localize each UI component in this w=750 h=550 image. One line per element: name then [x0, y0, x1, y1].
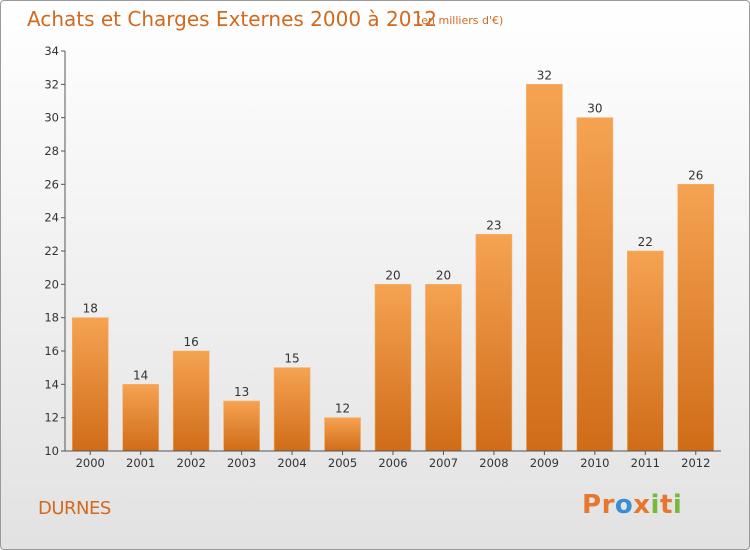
chart-title: Achats et Charges Externes 2000 à 2012 [27, 7, 437, 31]
x-tick-label: 2000 [76, 456, 105, 470]
bar-value-label: 18 [83, 302, 98, 316]
bar-2002 [172, 350, 210, 452]
bar-value-label: 30 [587, 102, 602, 116]
bars-group: 18 14 16 13 15 12 20 20 23 32 30 22 26 [71, 68, 715, 452]
x-tick-label: 2002 [177, 456, 206, 470]
bar-2012 [677, 184, 715, 452]
logo-letter: i [650, 490, 660, 520]
x-tick-label: 2003 [227, 456, 256, 470]
x-tick-label: 2012 [681, 456, 710, 470]
bar-value-label: 23 [486, 218, 501, 232]
x-axis: 2000 2001 2002 2003 2004 2005 2006 2007 2008 2009… [65, 450, 721, 470]
logo-letter: x [633, 490, 651, 520]
logo-letter: t [659, 490, 673, 520]
y-tick-label: 12 [44, 411, 59, 425]
bar-value-label: 16 [184, 335, 199, 349]
logo-letter: i [672, 490, 683, 520]
bar-value-label: 13 [234, 385, 249, 399]
x-tick-label: 2001 [126, 456, 155, 470]
logo-letter: o [614, 490, 634, 520]
y-tick-label: 30 [44, 111, 59, 125]
bar-value-label: 26 [688, 168, 703, 182]
bar-value-label: 32 [537, 68, 552, 82]
x-tick-label: 2007 [429, 456, 458, 470]
bar-2008 [475, 234, 513, 452]
logo-letter: r [601, 490, 615, 520]
bar-value-label: 20 [385, 268, 400, 282]
bar-value-label: 15 [284, 352, 299, 366]
bar-value-label: 22 [638, 235, 653, 249]
y-tick-label: 14 [44, 377, 59, 391]
commune-name: DURNES [38, 498, 111, 519]
bar-value-label: 12 [335, 402, 350, 416]
bar-2004 [273, 367, 311, 452]
y-axis: 10 12 14 16 18 20 22 24 26 28 30 32 34 [44, 44, 66, 458]
proxiti-logo: Proxiti [582, 490, 682, 520]
y-tick-label: 24 [44, 211, 59, 225]
bar-2011 [627, 250, 664, 452]
x-tick-label: 2005 [328, 456, 357, 470]
y-tick-label: 34 [44, 44, 59, 58]
logo-letter: P [582, 490, 602, 520]
bar-2010 [576, 117, 614, 452]
bar-2000 [71, 317, 109, 452]
y-tick-label: 26 [44, 177, 59, 191]
bar-2001 [122, 384, 159, 452]
y-tick-label: 28 [44, 144, 59, 158]
y-tick-label: 20 [44, 277, 59, 291]
bar-2009 [526, 84, 563, 452]
x-tick-label: 2010 [580, 456, 609, 470]
bar-2007 [425, 284, 462, 452]
y-tick-label: 16 [44, 344, 59, 358]
bar-2006 [374, 284, 412, 452]
bar-2003 [223, 400, 260, 452]
bar-2005 [324, 417, 361, 452]
bar-value-label: 14 [133, 368, 148, 382]
y-tick-label: 32 [44, 77, 59, 91]
x-tick-label: 2004 [277, 456, 306, 470]
y-tick-label: 10 [44, 444, 59, 458]
x-tick-label: 2011 [631, 456, 660, 470]
chart-subtitle: (en milliers d'€) [417, 14, 504, 27]
x-tick-label: 2006 [378, 456, 407, 470]
y-tick-label: 22 [44, 244, 59, 258]
x-tick-label: 2009 [530, 456, 559, 470]
bar-value-label: 20 [436, 268, 451, 282]
y-tick-label: 18 [44, 311, 59, 325]
x-tick-label: 2008 [479, 456, 508, 470]
